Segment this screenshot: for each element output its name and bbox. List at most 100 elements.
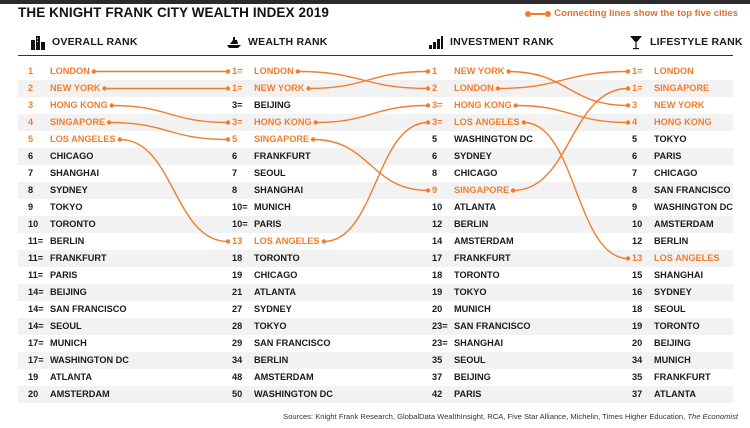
rank-number: 8 [232,185,238,195]
rank-number: 18 [432,270,443,280]
city-name: TORONTO [654,321,700,331]
city-name: HONG KONG [454,100,512,110]
city-name: LOS ANGELES [254,236,320,246]
rank-entry: 20 MUNICH [432,301,491,318]
city-name: NEW YORK [254,83,305,93]
rank-number: 19 [232,270,243,280]
rank-number: 15 [632,270,643,280]
city-name: MUNICH [654,355,691,365]
rank-number: 1 [28,66,34,76]
row-stripe [18,148,733,165]
rank-number: 10 [632,219,643,229]
rank-entry: 4 HONG KONG [632,114,712,131]
connector-dot [625,69,631,74]
city-name: ATLANTA [254,287,297,297]
rank-entry: 8 SAN FRANCISCO [632,182,731,199]
connector-dot [625,103,631,108]
connector-dot [109,103,114,108]
rank-number: 5 [632,134,638,144]
rank-number: 11= [28,236,44,246]
rank-number: 14 [432,236,443,246]
rank-number: 19 [28,372,39,382]
rank-entry: 9 WASHINGTON DC [632,199,733,216]
connector-dot [625,86,631,91]
city-name: TOKYO [454,287,487,297]
rank-number: 13 [632,253,643,263]
rank-entry: 14= SEOUL [28,318,82,335]
city-name: SHANGHAI [50,168,100,178]
connector-line [297,70,429,90]
rank-entry: 19 TOKYO [432,284,487,301]
rank-entry: 14 AMSTERDAM [432,233,514,250]
connector-line [497,70,629,90]
rank-entry: 50 WASHINGTON DC [232,386,333,403]
rank-entry: 19 ATLANTA [28,369,92,386]
header-lifestyle-rank: LIFESTYLE RANK [628,34,743,50]
rank-number: 17= [28,355,44,365]
connector-dot [225,137,231,142]
rank-entry: 15 SHANGHAI [632,267,703,284]
rank-entry: 1 NEW YORK [432,63,504,80]
rank-number: 3= [232,117,243,127]
rank-entry: 11= PARIS [28,267,77,284]
city-name: AMSTERDAM [454,236,514,246]
legend-line-swatch [525,10,552,17]
city-name: SINGAPORE [254,134,310,144]
rank-entry: 34 MUNICH [632,352,691,369]
rank-entry: 3= HONG KONG [232,114,312,131]
rank-number: 17= [28,338,44,348]
rank-number: 3 [28,100,34,110]
rank-entry: 5 SINGAPORE [232,131,309,148]
city-name: FRANKFURT [254,151,311,161]
cocktail-glass-icon [630,36,642,50]
rank-entry: 5 TOKYO [632,131,687,148]
rank-number: 1= [232,66,243,76]
connector-dot [625,256,631,261]
rank-number: 23= [432,321,448,331]
rank-entry: 5 WASHINGTON DC [432,131,533,148]
yacht-icon [227,37,241,48]
header-rule [18,55,733,56]
rank-number: 34 [632,355,643,365]
header-label: WEALTH RANK [248,36,328,48]
rank-number: 3= [232,100,243,110]
header-overall-rank: OVERALL RANK [30,34,138,50]
rank-number: 5 [432,134,438,144]
header-label: INVESTMENT RANK [450,36,554,48]
rank-entry: 10= MUNICH [232,199,291,216]
connector-dot [102,86,107,91]
rank-number: 3= [432,117,443,127]
rank-number: 19 [632,321,643,331]
city-name: TOKYO [50,202,83,212]
rank-number: 34 [232,355,243,365]
rank-entry: 17 FRANKFURT [432,250,511,267]
city-name: LOS ANGELES [654,253,720,263]
connector-dot [225,120,231,125]
rank-entry: 3= HONG KONG [432,97,512,114]
city-name: SAN FRANCISCO [654,185,731,195]
rank-number: 8 [432,168,438,178]
rank-number: 6 [232,151,238,161]
city-name: AMSTERDAM [654,219,714,229]
rank-number: 17 [432,253,443,263]
header-label: LIFESTYLE RANK [650,36,743,48]
connector-line [313,138,429,192]
row-stripe [18,284,733,301]
city-name: SAN FRANCISCO [254,338,331,348]
connector-dot [310,137,316,142]
rank-entry: 8 SHANGHAI [232,182,303,199]
rank-number: 2 [432,83,438,93]
connector-line [308,70,429,90]
city-name: BEIJING [454,372,491,382]
rank-number: 13 [232,236,243,246]
rank-number: 28 [232,321,243,331]
city-name: MUNICH [254,202,291,212]
connector-dot [225,69,231,74]
rank-number: 9 [432,185,438,195]
rank-entry: 48 AMSTERDAM [232,369,314,386]
rank-entry: 9 SINGAPORE [432,182,509,199]
rank-entry: 8 CHICAGO [432,165,497,182]
rank-entry: 3 NEW YORK [632,97,704,114]
connector-dot [425,69,431,74]
rank-entry: 13 LOS ANGELES [632,250,720,267]
